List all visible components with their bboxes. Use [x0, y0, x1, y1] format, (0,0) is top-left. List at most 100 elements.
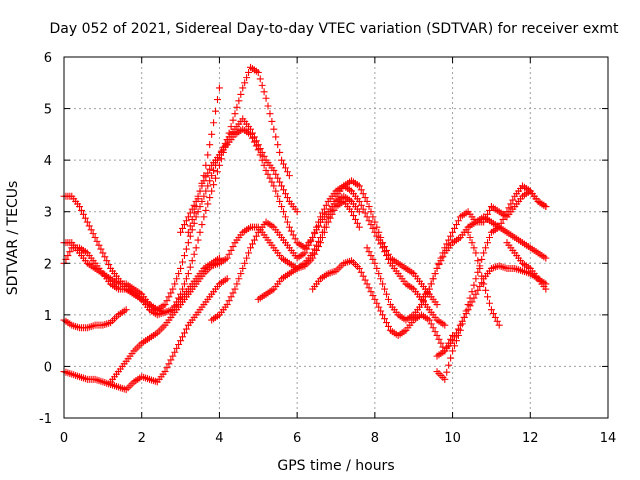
data-point — [468, 288, 476, 296]
data-point — [429, 275, 437, 283]
data-point — [482, 244, 490, 252]
data-point — [161, 368, 169, 376]
data-point — [161, 301, 169, 309]
data-point — [542, 285, 550, 293]
data-point — [311, 230, 319, 238]
data-point — [384, 295, 392, 303]
data-point — [272, 187, 280, 195]
data-point — [231, 285, 239, 293]
data-point — [287, 227, 295, 235]
data-point — [363, 244, 371, 252]
data-point — [435, 335, 443, 343]
data-point — [369, 292, 377, 300]
data-point — [281, 164, 289, 172]
data-point — [318, 228, 326, 236]
data-point — [283, 218, 291, 226]
data-point — [223, 254, 231, 262]
x-tick-label: 0 — [60, 431, 68, 446]
data-point — [208, 187, 216, 195]
data-point — [433, 301, 441, 309]
data-point — [468, 298, 476, 306]
data-point — [456, 326, 464, 334]
data-point — [309, 234, 317, 241]
data-point — [175, 270, 183, 278]
data-point — [212, 174, 220, 182]
data-point — [369, 213, 377, 221]
data-point — [365, 203, 373, 211]
data-point — [431, 328, 439, 336]
data-point — [460, 313, 468, 321]
data-point — [76, 203, 84, 211]
data-point — [384, 250, 392, 258]
data-point — [363, 280, 371, 288]
data-point — [349, 212, 357, 220]
data-point — [315, 222, 323, 230]
data-point — [190, 209, 198, 217]
data-point — [190, 250, 198, 258]
x-tick-label: 10 — [444, 431, 461, 446]
data-point — [464, 228, 472, 236]
data-point — [188, 226, 196, 234]
data-point — [245, 68, 253, 76]
data-point — [252, 142, 260, 150]
data-point — [353, 219, 361, 227]
data-point — [171, 280, 179, 288]
data-point — [103, 257, 111, 265]
data-points — [60, 63, 550, 394]
data-point — [462, 307, 470, 315]
data-point — [278, 182, 286, 190]
data-point — [485, 206, 493, 214]
x-tick-label: 8 — [371, 431, 379, 446]
data-point — [229, 243, 237, 251]
data-point — [316, 234, 324, 241]
data-point — [383, 319, 391, 327]
data-point — [268, 178, 276, 186]
data-point — [254, 146, 262, 154]
data-point — [425, 316, 433, 324]
data-point — [266, 110, 274, 118]
data-point — [369, 224, 377, 232]
data-point — [495, 223, 503, 231]
data-point — [175, 341, 183, 349]
data-point — [474, 286, 482, 294]
data-point — [315, 237, 323, 245]
data-point — [264, 102, 272, 110]
data-point — [441, 321, 449, 329]
data-point — [169, 285, 177, 293]
data-point — [243, 74, 251, 82]
data-point — [264, 170, 272, 178]
data-point — [451, 333, 459, 341]
data-point — [66, 248, 74, 256]
data-point — [445, 361, 453, 369]
data-point — [439, 249, 447, 257]
data-point — [188, 215, 196, 223]
data-point — [247, 130, 255, 138]
data-point — [210, 181, 218, 189]
data-point — [237, 90, 245, 98]
data-point — [270, 125, 278, 133]
data-point — [379, 280, 387, 288]
data-point — [163, 364, 171, 372]
data-point — [313, 241, 321, 249]
data-point — [204, 151, 212, 159]
data-point — [357, 268, 365, 276]
data-point — [383, 246, 391, 254]
data-point — [309, 249, 317, 257]
data-point — [355, 208, 363, 216]
x-tick-label: 14 — [600, 431, 617, 446]
data-point — [476, 282, 484, 290]
data-point — [83, 218, 91, 226]
chart-title: Day 052 of 2021, Sidereal Day-to-day VTE… — [50, 21, 620, 37]
data-point — [250, 138, 258, 146]
data-point — [241, 259, 249, 267]
series-track-7 — [177, 125, 449, 329]
data-point — [371, 218, 379, 226]
data-point — [480, 249, 488, 257]
y-tick-label: 6 — [44, 51, 52, 66]
data-point — [326, 208, 334, 216]
data-point — [233, 280, 241, 288]
y-tick-label: 1 — [44, 309, 52, 324]
data-point — [369, 255, 377, 263]
